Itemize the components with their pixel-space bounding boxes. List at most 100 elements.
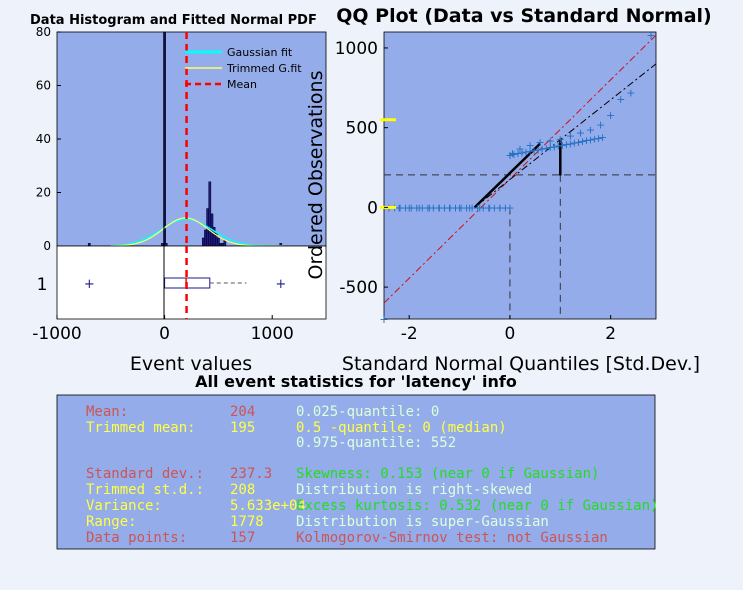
stats-panel [56, 394, 656, 550]
qq-point: + [582, 134, 591, 147]
histogram-bar [208, 181, 212, 247]
stats-note: Kolmogorov-Smirnov test: not Gaussian [296, 530, 608, 546]
qq-xlabel: Standard Normal Quantiles [Std.Dev.] [342, 353, 700, 375]
qq-point: + [485, 201, 494, 214]
qq-ytick-label: -500 [339, 278, 378, 298]
qq-point: + [538, 143, 547, 156]
legend-label-gaussian: Gaussian fit [227, 46, 293, 59]
qq-point: + [594, 132, 603, 145]
stats-value: 195 [230, 420, 255, 436]
histogram-ytick-label: 0 [43, 239, 51, 253]
stats-note: 0.975-quantile: 552 [296, 435, 456, 451]
qq-point: + [415, 201, 424, 214]
qq-point: + [456, 201, 465, 214]
qq-point: + [425, 201, 434, 214]
stats-label: Variance: [86, 498, 162, 514]
qq-point: + [554, 140, 563, 153]
qq-point: + [536, 136, 545, 149]
histogram-ytick-label: 60 [36, 79, 51, 93]
histogram-ytick-label: 80 [36, 25, 51, 39]
qq-point: + [556, 133, 565, 146]
stats-note: Distribution is right-skewed [296, 482, 532, 498]
qq-point: + [462, 201, 471, 214]
qq-point: + [440, 201, 449, 214]
qq-point: + [412, 201, 421, 214]
histogram-bar [204, 229, 207, 247]
stats-value: 157 [230, 530, 255, 546]
qq-point: + [505, 149, 514, 162]
stats-label: Data points: [86, 530, 187, 546]
qq-point: + [434, 201, 443, 214]
qq-point: + [445, 201, 454, 214]
qq-point: + [529, 144, 538, 157]
qq-point: + [429, 201, 438, 214]
qq-point: + [490, 201, 499, 214]
histogram-ytick-label: 40 [36, 132, 51, 146]
histogram-bar [217, 237, 220, 247]
histogram-bar [164, 243, 168, 247]
qq-point: + [542, 142, 551, 155]
qq-point: + [475, 201, 484, 214]
histogram-xlabel: Event values [130, 353, 252, 375]
stats-value: 208 [230, 482, 255, 498]
qq-point: + [558, 139, 567, 152]
stats-label: Mean: [86, 404, 128, 420]
histogram-bar [202, 237, 205, 247]
qq-point: + [505, 149, 514, 162]
qq-point: + [479, 201, 488, 214]
legend-label-mean: Mean [227, 78, 257, 91]
qq-point: + [525, 145, 534, 158]
qq-point: + [515, 142, 524, 155]
qq-point: + [562, 138, 571, 151]
qq-point: + [546, 134, 555, 147]
stats-heading: All event statistics for 'latency' info [195, 372, 517, 391]
stats-note: 0.025-quantile: 0 [296, 404, 439, 420]
qq-ylabel: Ordered Observations [305, 71, 327, 280]
qq-point: + [495, 201, 504, 214]
qq-xtick-label: -2 [401, 324, 418, 344]
qq-reference-line-red [383, 34, 657, 304]
qq-point: + [517, 146, 526, 159]
qq-point: + [598, 131, 607, 144]
histogram-ytick-label: 20 [36, 186, 51, 200]
qq-point: + [578, 135, 587, 148]
histogram-bar [161, 243, 164, 247]
qq-point: + [546, 141, 555, 154]
stats-label: Standard dev.: [86, 466, 204, 482]
stats-label: Trimmed mean: [86, 420, 196, 436]
qq-point: + [405, 201, 414, 214]
boxplot-area [56, 245, 327, 320]
qq-point: + [445, 201, 454, 214]
boxplot-outlier: + [84, 277, 95, 292]
qq-point: + [646, 29, 655, 42]
qq-point: + [465, 201, 474, 214]
stats-note: Distribution is super-Gaussian [296, 514, 549, 530]
stats-label: Trimmed st.d.: [86, 482, 204, 498]
qq-ytick-label: 500 [346, 119, 378, 139]
qq-xtick-label: 2 [605, 324, 616, 344]
histogram-bar [87, 243, 91, 247]
qq-plot-area [383, 31, 657, 320]
qq-point: + [590, 133, 599, 146]
qq-point: + [435, 201, 444, 214]
qq-point: + [484, 201, 493, 214]
stats-value: 5.633e+04 [230, 498, 306, 514]
qq-point: + [525, 139, 534, 152]
histogram-xtick-label: 1000 [251, 324, 294, 344]
qq-point: + [513, 147, 522, 160]
stats-note: Excess kurtosis: 0.532 (near 0 if Gaussi… [296, 498, 658, 514]
legend-label-trimmed: Trimmed G.fit [226, 62, 302, 75]
qq-point: + [606, 109, 615, 122]
boxplot-outlier: + [275, 277, 286, 292]
qq-point: + [521, 146, 530, 159]
histogram-xtick-label: -1000 [32, 324, 81, 344]
qq-point: + [423, 201, 432, 214]
qq-point: + [566, 130, 575, 143]
qq-point: + [401, 201, 410, 214]
qq-point: + [501, 201, 510, 214]
qq-point: + [379, 313, 388, 326]
qq-point: + [570, 137, 579, 150]
stats-value: 1778 [230, 514, 264, 530]
qq-point: + [451, 201, 460, 214]
